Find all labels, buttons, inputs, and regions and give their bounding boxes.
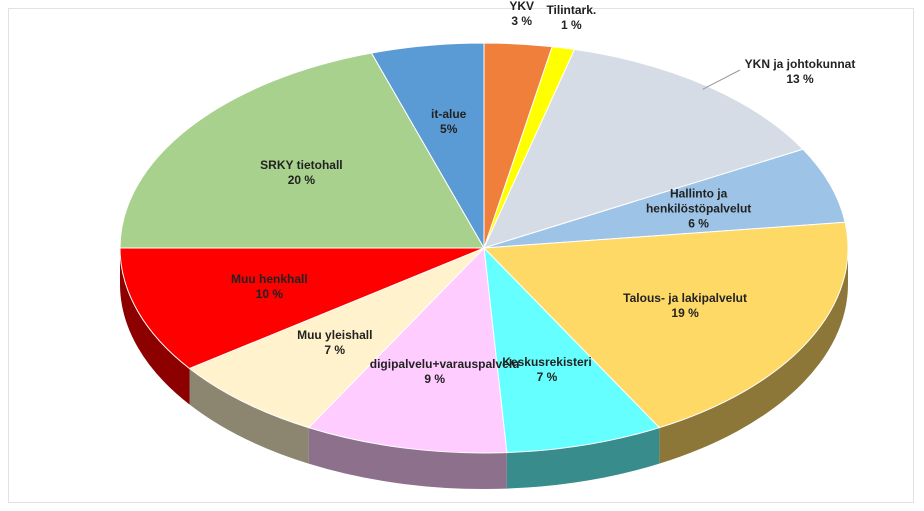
value-label: 13 % — [786, 72, 814, 86]
slice — [483, 48, 804, 249]
data-label: Keskusrekisteri 7 % — [502, 355, 591, 385]
data-label: Muu henkhall 10 % — [231, 272, 308, 302]
slice-side — [659, 248, 849, 464]
slice — [483, 148, 846, 249]
data-label: Tilintark. 1 % — [546, 3, 596, 33]
data-label: Hallinto ja henkilöstöpalvelut 6 % — [634, 186, 764, 231]
category-label: Muu henkhall — [231, 272, 308, 287]
slice — [188, 247, 485, 429]
category-label: Hallinto ja henkilöstöpalvelut — [645, 186, 752, 216]
slice — [482, 221, 849, 429]
value-label: 9 % — [424, 372, 446, 387]
leader-line — [702, 69, 741, 90]
data-label: YKV 3 % — [509, 0, 534, 29]
slice-side — [506, 427, 660, 489]
data-label: SRKY tietohall 20 % — [260, 158, 342, 188]
value-label: 20 % — [287, 173, 316, 188]
category-label: YKV — [509, 0, 535, 13]
slice — [370, 42, 485, 250]
chart-frame — [8, 8, 914, 503]
value-label: 10 % — [255, 287, 284, 302]
data-label: Talous- ja lakipalvelut 19 % — [623, 291, 747, 321]
slice-side — [308, 427, 507, 490]
data-label: digipalvelu+varauspalvelu 9 % — [369, 357, 520, 387]
category-label: Tilintark. — [546, 2, 597, 17]
data-label: it-alue 5% — [431, 107, 466, 137]
slice — [307, 246, 508, 454]
data-label: Muu yleishall 7 % — [297, 328, 372, 358]
slice — [483, 246, 661, 454]
slice-side — [120, 248, 190, 405]
slice — [119, 247, 485, 370]
value-label: 19 % — [671, 305, 699, 320]
category-label: YKN ja johtokunnat — [744, 57, 856, 71]
value-label: 7 % — [324, 343, 346, 358]
category-label: Keskusrekisteri — [502, 355, 592, 370]
slice — [119, 52, 485, 249]
category-label: it-alue — [431, 107, 467, 122]
value-label: 3 % — [511, 13, 533, 28]
value-label: 1 % — [560, 17, 582, 32]
category-label: Talous- ja lakipalvelut — [623, 290, 747, 305]
slice-side — [189, 368, 309, 464]
value-label: 6 % — [688, 216, 709, 231]
value-label: 5% — [440, 122, 458, 137]
category-label: digipalvelu+varauspalvelu — [369, 357, 520, 372]
category-label: SRKY tietohall — [260, 158, 343, 173]
value-label: 7 % — [536, 370, 558, 385]
category-label: Muu yleishall — [297, 328, 373, 343]
data-label: YKN ja johtokunnat 13 % — [745, 57, 856, 87]
